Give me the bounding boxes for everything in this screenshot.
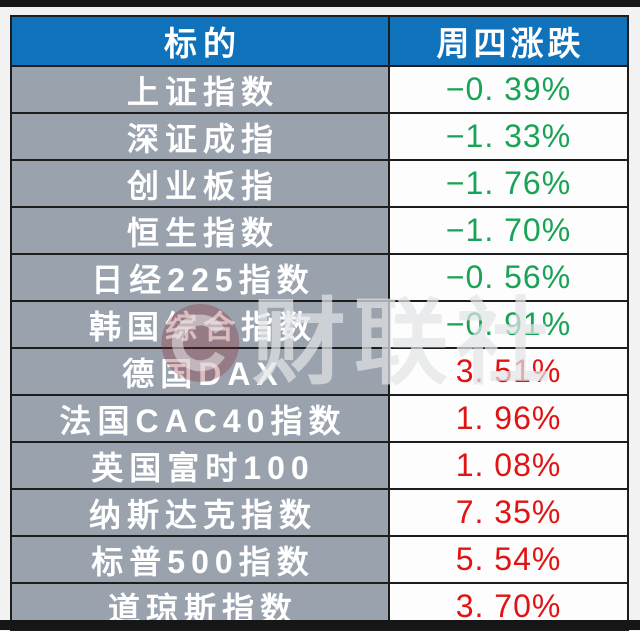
change-value-cell: 1. 08% — [390, 443, 627, 488]
table-row: 英国富时100 1. 08% — [12, 441, 627, 488]
change-value-cell: −0. 39% — [390, 67, 627, 112]
table-row: 恒生指数 −1. 70% — [12, 206, 627, 253]
index-name-cell: 韩国综合指数 — [12, 302, 390, 347]
change-value-cell: 7. 35% — [390, 490, 627, 535]
change-value-cell: 3. 51% — [390, 349, 627, 394]
table-row: 纳斯达克指数 7. 35% — [12, 488, 627, 535]
table-row: 标普500指数 5. 54% — [12, 535, 627, 582]
index-name-cell: 德国DAX — [12, 349, 390, 394]
change-value-cell: 5. 54% — [390, 537, 627, 582]
table-header-row: 标的 周四涨跌 — [12, 17, 627, 65]
index-name-cell: 恒生指数 — [12, 208, 390, 253]
table-row: 深证成指 −1. 33% — [12, 112, 627, 159]
index-name-cell: 标普500指数 — [12, 537, 390, 582]
index-name-cell: 纳斯达克指数 — [12, 490, 390, 535]
index-name-cell: 创业板指 — [12, 161, 390, 206]
index-name-cell: 日经225指数 — [12, 255, 390, 300]
change-value-cell: −0. 91% — [390, 302, 627, 347]
header-change-cell: 周四涨跌 — [390, 17, 627, 65]
bottom-black-bar — [0, 620, 640, 630]
index-name-cell: 深证成指 — [12, 114, 390, 159]
top-black-bar — [0, 0, 640, 7]
change-value-cell: −0. 56% — [390, 255, 627, 300]
table-row: 日经225指数 −0. 56% — [12, 253, 627, 300]
table-row: 法国CAC40指数 1. 96% — [12, 394, 627, 441]
header-target-cell: 标的 — [12, 17, 390, 65]
change-value-cell: 1. 96% — [390, 396, 627, 441]
index-name-cell: 法国CAC40指数 — [12, 396, 390, 441]
table-row: 上证指数 −0. 39% — [12, 65, 627, 112]
table-row: 德国DAX 3. 51% — [12, 347, 627, 394]
table-row: 创业板指 −1. 76% — [12, 159, 627, 206]
change-value-cell: −1. 70% — [390, 208, 627, 253]
table-row: 韩国综合指数 −0. 91% — [12, 300, 627, 347]
change-value-cell: −1. 76% — [390, 161, 627, 206]
index-name-cell: 英国富时100 — [12, 443, 390, 488]
index-name-cell: 上证指数 — [12, 67, 390, 112]
change-value-cell: −1. 33% — [390, 114, 627, 159]
index-change-table: 标的 周四涨跌 上证指数 −0. 39% 深证成指 −1. 33% 创业板指 −1. 76… — [10, 15, 629, 631]
